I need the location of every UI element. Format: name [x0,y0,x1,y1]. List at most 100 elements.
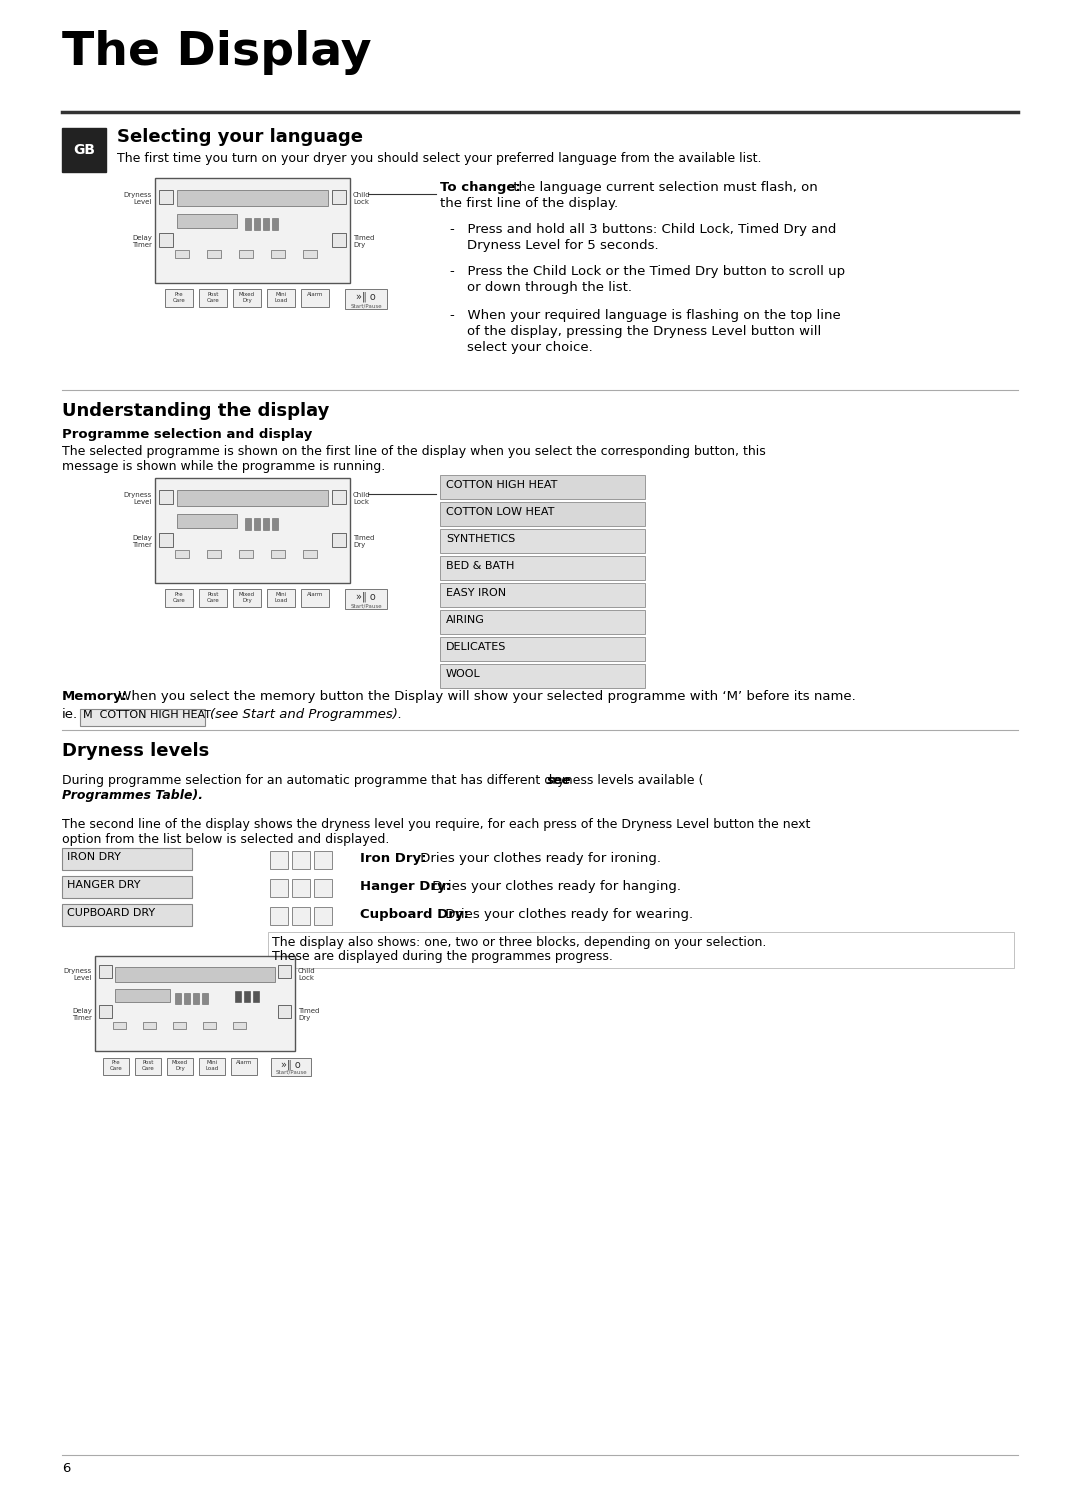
Text: Dries your clothes ready for wearing.: Dries your clothes ready for wearing. [441,908,692,922]
Bar [267,590,295,608]
Bar [103,1059,129,1075]
Bar [159,232,173,247]
Bar [156,478,350,584]
Bar [233,1021,246,1029]
Bar [271,1059,311,1077]
Bar [345,289,387,310]
Text: message is shown while the programme is running.: message is shown while the programme is … [62,460,386,474]
Text: Pre
Care: Pre Care [173,292,186,302]
Text: Child
Lock: Child Lock [298,968,315,981]
Bar [244,992,249,1002]
Text: COTTON LOW HEAT: COTTON LOW HEAT [446,506,554,517]
Text: Programmes Table).: Programmes Table). [62,789,203,803]
Bar [271,250,285,258]
Text: Post
Care: Post Care [206,593,219,603]
Bar [440,555,645,581]
Text: IRON DRY: IRON DRY [67,852,121,862]
Bar [245,217,251,229]
Bar [440,584,645,608]
Text: Alarm: Alarm [307,292,323,296]
Bar [303,549,318,558]
Bar [95,956,295,1051]
Text: Dryness levels: Dryness levels [62,742,210,759]
Bar [114,989,170,1002]
Text: ie.: ie. [62,707,78,721]
Bar [177,191,328,205]
Text: or down through the list.: or down through the list. [450,281,632,293]
Text: Programme selection and display: Programme selection and display [62,427,312,441]
Text: Start/Pause: Start/Pause [350,302,382,308]
Text: BED & BATH: BED & BATH [446,561,514,570]
Text: Dryness
Level: Dryness Level [124,491,152,505]
Bar [332,232,346,247]
Bar [173,1021,186,1029]
Text: Dries your clothes ready for ironing.: Dries your clothes ready for ironing. [416,852,661,865]
Bar [159,490,173,503]
Bar [254,217,260,229]
Bar [62,128,106,173]
Bar [272,217,278,229]
Text: Hanger Dry:: Hanger Dry: [360,880,451,893]
Text: Post
Care: Post Care [206,292,219,302]
Bar [292,852,310,870]
Bar [156,179,350,283]
Text: The selected programme is shown on the first line of the display when you select: The selected programme is shown on the f… [62,445,766,459]
Text: DELICATES: DELICATES [446,642,507,652]
Bar [440,529,645,552]
Bar [135,1059,161,1075]
Bar [272,518,278,530]
Text: »‖ o: »‖ o [356,593,376,603]
Bar [177,490,328,506]
Text: The second line of the display shows the dryness level you require, for each pre: The second line of the display shows the… [62,817,810,831]
Bar [202,993,208,1004]
Text: Mini
Load: Mini Load [274,593,287,603]
Text: the first line of the display.: the first line of the display. [440,197,618,210]
Bar [440,610,645,634]
Text: The display also shows: one, two or three blocks, depending on your selection.: The display also shows: one, two or thre… [272,937,767,948]
Text: Start/Pause: Start/Pause [350,603,382,608]
Text: COTTON HIGH HEAT: COTTON HIGH HEAT [446,479,557,490]
Bar [159,533,173,546]
Bar [233,289,261,307]
Bar [175,993,181,1004]
Text: -   Press the Child Lock or the Timed Dry button to scroll up: - Press the Child Lock or the Timed Dry … [450,265,846,278]
Bar [113,1021,126,1029]
Text: HANGER DRY: HANGER DRY [67,880,140,890]
Text: EASY IRON: EASY IRON [446,588,507,599]
Text: Delay
Timer: Delay Timer [72,1008,92,1021]
Text: Dryness Level for 5 seconds.: Dryness Level for 5 seconds. [450,240,659,252]
Text: Dries your clothes ready for hanging.: Dries your clothes ready for hanging. [428,880,681,893]
Text: GB: GB [73,143,95,156]
Text: see: see [548,774,571,788]
Bar [301,590,329,608]
Bar [233,590,261,608]
Bar [270,879,288,896]
Text: The Display: The Display [62,30,372,74]
Text: Mixed
Dry: Mixed Dry [172,1060,188,1071]
Bar [167,1059,193,1075]
Text: The first time you turn on your dryer you should select your preferred language : The first time you turn on your dryer yo… [117,152,761,165]
Text: Pre
Care: Pre Care [110,1060,122,1071]
Bar [62,904,192,926]
Text: »‖ o: »‖ o [356,292,376,302]
Bar [245,518,251,530]
Bar [314,852,332,870]
Bar [165,590,193,608]
Bar [271,549,285,558]
Bar [314,879,332,896]
Bar [62,849,192,870]
Bar [292,907,310,925]
Text: »‖ o: »‖ o [281,1059,301,1069]
Text: Mixed
Dry: Mixed Dry [239,593,255,603]
Text: To change:: To change: [440,182,521,194]
Bar [177,514,237,529]
Text: When you select the memory button the Display will show your selected programme : When you select the memory button the Di… [114,689,855,703]
Text: -   Press and hold all 3 buttons: Child Lock, Timed Dry and: - Press and hold all 3 buttons: Child Lo… [450,223,836,235]
Text: Dryness
Level: Dryness Level [64,968,92,981]
Text: SYNTHETICS: SYNTHETICS [446,535,515,543]
Bar [207,250,221,258]
Text: option from the list below is selected and displayed.: option from the list below is selected a… [62,832,390,846]
Bar [278,965,291,978]
Text: Timed
Dry: Timed Dry [298,1008,320,1021]
Bar [199,1059,225,1075]
